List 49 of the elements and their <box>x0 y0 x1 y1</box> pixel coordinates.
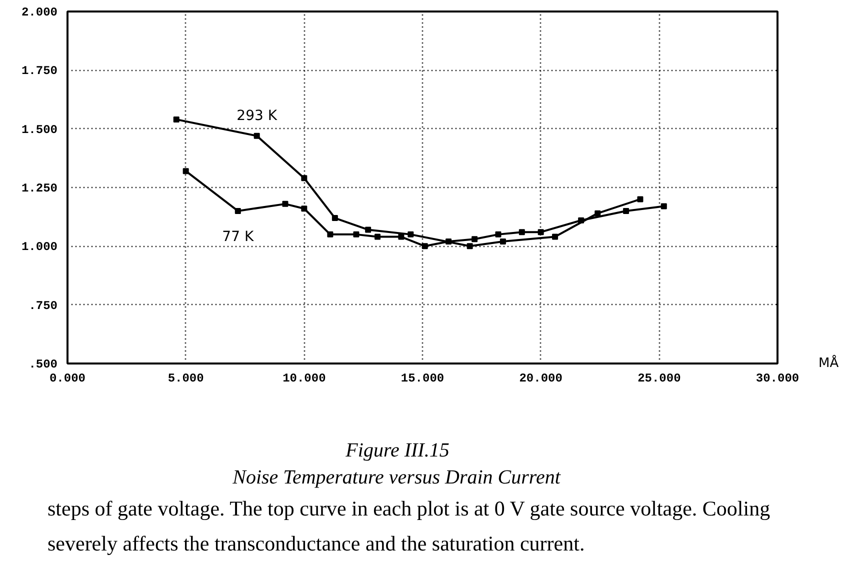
x-tick-label: 20.000 <box>519 372 562 386</box>
point <box>495 231 502 238</box>
x-tick-label: 0.000 <box>49 372 86 386</box>
point <box>173 116 180 122</box>
x-tick-label: 25.000 <box>638 372 681 386</box>
point <box>408 231 414 238</box>
point <box>398 234 404 240</box>
point <box>182 168 189 174</box>
point <box>472 236 478 242</box>
point <box>466 243 473 250</box>
point <box>365 226 372 233</box>
point <box>500 238 506 244</box>
y-tick-label: 2.000 <box>21 6 58 20</box>
text: severely affects the transconductance and the saturation current. <box>48 532 585 556</box>
point <box>552 234 558 240</box>
point <box>518 229 525 236</box>
point <box>374 234 381 240</box>
x-tick-label: 15.000 <box>400 372 444 386</box>
point <box>254 132 260 139</box>
point <box>327 231 334 238</box>
y-tick-label: 1.750 <box>21 64 58 78</box>
point <box>332 215 338 222</box>
text: steps of gate voltage. The top curve in each plot is at 0 V gate source voltage. Cooling <box>48 496 771 520</box>
point <box>301 175 308 182</box>
point <box>538 229 544 236</box>
series-label: 77 K <box>222 228 254 245</box>
point <box>594 210 601 216</box>
point <box>301 206 308 212</box>
series-label: 293 K <box>236 108 278 124</box>
point <box>353 231 360 238</box>
point <box>234 208 241 214</box>
y-tick-label: .750 <box>28 298 58 313</box>
x-tick-label: 5.000 <box>168 372 204 386</box>
point <box>422 243 428 250</box>
text: Noise Temperature versus Drain Current <box>232 466 561 488</box>
y-tick-label: .500 <box>28 358 58 372</box>
point <box>282 200 288 207</box>
x-tick-label: 30.000 <box>756 372 800 386</box>
point <box>446 238 452 244</box>
y-tick-label: 1.500 <box>21 122 58 137</box>
point <box>637 196 644 202</box>
point <box>578 217 584 224</box>
y-tick-label: 1.250 <box>21 182 58 196</box>
point <box>660 203 667 210</box>
text: Figure III.15 <box>344 440 450 462</box>
x-tick-label: 10.000 <box>282 372 326 386</box>
point <box>623 208 630 214</box>
x-axis-title: MÅ <box>818 354 839 371</box>
y-tick-label: 1.000 <box>21 240 58 254</box>
